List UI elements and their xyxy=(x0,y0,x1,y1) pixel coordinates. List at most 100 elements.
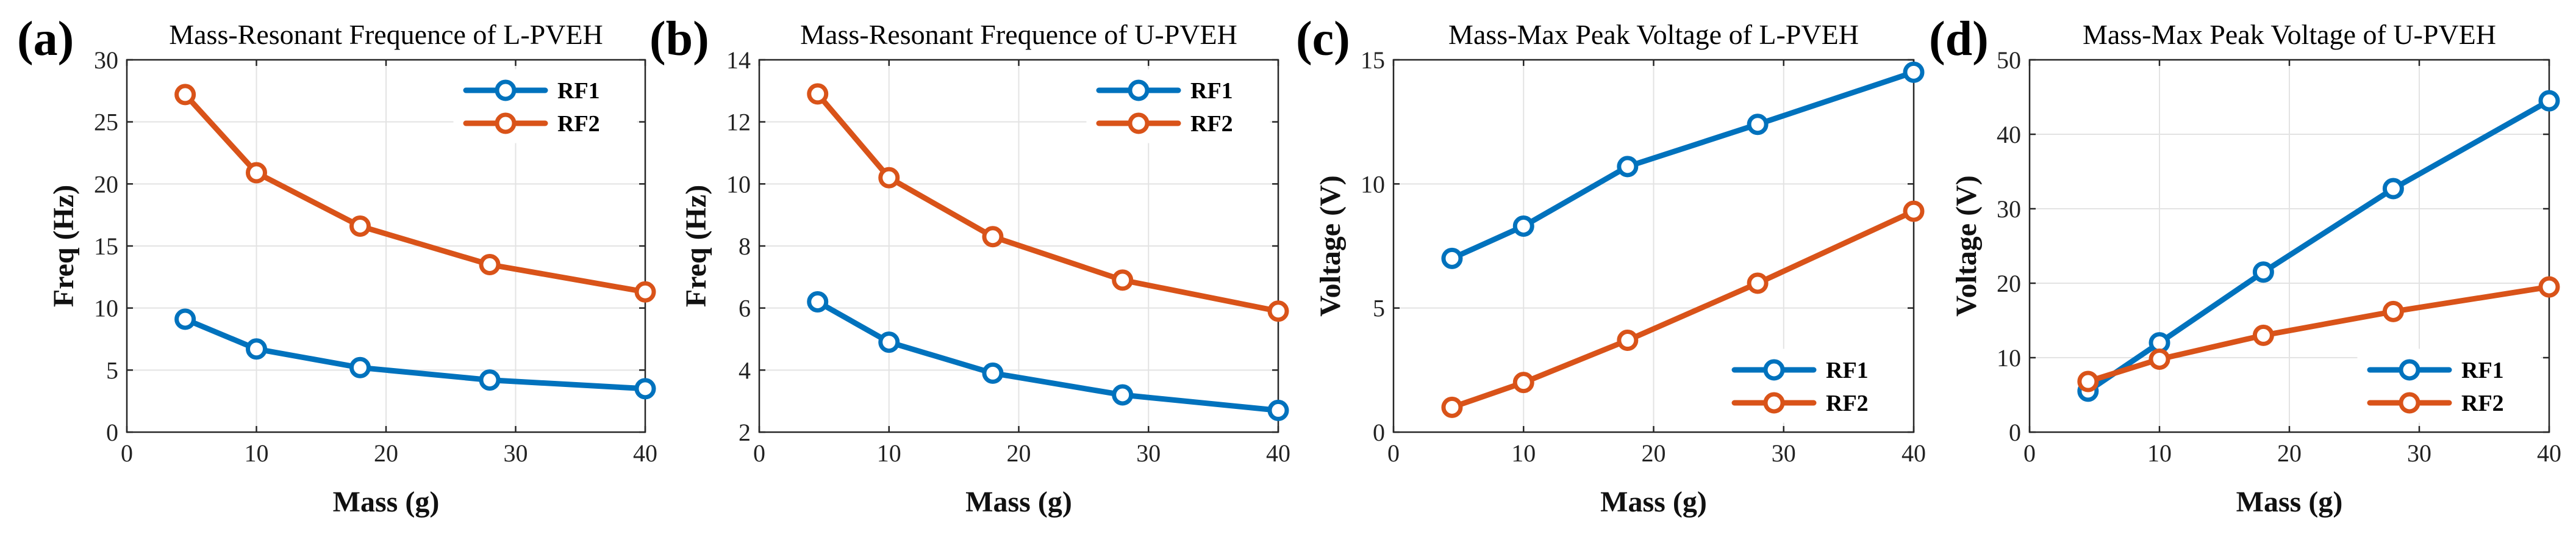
legend-background xyxy=(453,69,637,143)
y-axis-label: Voltage (V) xyxy=(1314,175,1347,317)
data-point-rf2 xyxy=(1747,272,1769,294)
data-point-rf2 xyxy=(349,215,371,237)
legend-label-rf1: RF1 xyxy=(2461,358,2504,383)
chart-title: Mass-Max Peak Voltage of L-PVEH xyxy=(1448,19,1859,50)
data-point-rf1 xyxy=(479,369,501,391)
data-point-rf1 xyxy=(246,338,267,360)
y-axis-label: Freq (Hz) xyxy=(680,185,712,307)
data-point-rf2 xyxy=(2077,370,2099,392)
panel-letter: (d) xyxy=(1929,12,1989,66)
data-point-rf1 xyxy=(2252,261,2274,283)
data-point-rf2 xyxy=(1267,300,1289,322)
chart-title: Mass-Max Peak Voltage of U-PVEH xyxy=(2083,19,2496,50)
y-tick-label: 10 xyxy=(1361,170,1385,198)
data-point-rf1 xyxy=(634,378,656,400)
legend-label-rf2: RF2 xyxy=(1190,111,1233,137)
x-tick-label: 30 xyxy=(1772,439,1796,467)
data-point-rf1 xyxy=(1512,215,1534,237)
data-point-rf2 xyxy=(634,281,656,303)
data-point-rf1 xyxy=(1441,247,1463,269)
x-tick-label: 20 xyxy=(2277,439,2302,467)
x-axis-label: Mass (g) xyxy=(1600,486,1707,518)
chart-panel-3: (c) Mass-Max Peak Voltage of L-PVEH 0 10 20 3… xyxy=(1296,12,1926,518)
data-point-rf2 xyxy=(1903,200,1925,222)
panel-letter: (a) xyxy=(17,12,74,66)
y-tick-label: 0 xyxy=(1373,419,1385,446)
data-point-rf2 xyxy=(2148,348,2170,370)
y-tick-label: 14 xyxy=(726,46,751,74)
y-axis-label: Freq (Hz) xyxy=(48,185,80,307)
y-tick-label: 15 xyxy=(94,233,118,260)
y-tick-label: 15 xyxy=(1361,46,1385,74)
x-tick-label: 10 xyxy=(877,439,901,467)
x-axis-label: Mass (g) xyxy=(2236,486,2343,518)
data-point-rf1 xyxy=(174,308,196,330)
chart-title: Mass-Resonant Frequence of L-PVEH xyxy=(169,19,603,50)
legend-label-rf1: RF1 xyxy=(1826,358,1869,383)
legend-background xyxy=(1722,349,1906,423)
legend-label-rf1: RF1 xyxy=(557,78,600,104)
y-tick-label: 12 xyxy=(726,109,751,136)
data-point-rf2 xyxy=(2538,276,2560,298)
chart-panel-2: (b) Mass-Resonant Frequence of U-PVEH 0 10 2… xyxy=(649,12,1290,518)
x-tick-label: 40 xyxy=(2537,439,2561,467)
x-axis-label: Mass (g) xyxy=(965,486,1072,518)
legend-marker-rf2 xyxy=(2399,392,2420,414)
x-tick-label: 30 xyxy=(1136,439,1161,467)
y-tick-label: 20 xyxy=(94,170,118,198)
y-tick-label: 4 xyxy=(739,356,751,384)
y-tick-label: 5 xyxy=(1373,295,1385,322)
data-point-rf2 xyxy=(982,226,1004,248)
data-point-rf1 xyxy=(1903,61,1925,83)
legend-label-rf1: RF1 xyxy=(1190,78,1233,104)
x-tick-label: 30 xyxy=(504,439,528,467)
y-tick-label: 10 xyxy=(1997,344,2021,372)
series-line-rf1 xyxy=(815,299,1281,413)
data-point-rf1 xyxy=(1267,399,1289,421)
y-tick-label: 0 xyxy=(106,419,118,446)
data-point-rf2 xyxy=(2252,324,2274,346)
y-tick-label: 20 xyxy=(1997,270,2021,297)
y-tick-label: 30 xyxy=(94,46,118,74)
data-point-rf2 xyxy=(246,162,267,184)
y-tick-label: 25 xyxy=(94,109,118,136)
legend-background xyxy=(1086,69,1270,143)
y-tick-label: 30 xyxy=(1997,195,2021,223)
x-axis-label: Mass (g) xyxy=(333,486,440,518)
y-tick-label: 50 xyxy=(1997,46,2021,74)
data-point-rf1 xyxy=(807,291,829,313)
data-point-rf2 xyxy=(174,84,196,106)
x-tick-label: 40 xyxy=(1266,439,1290,467)
data-point-rf2 xyxy=(878,167,900,189)
legend-marker-rf1 xyxy=(2399,359,2420,381)
y-tick-label: 5 xyxy=(106,356,118,384)
y-tick-label: 40 xyxy=(1997,121,2021,148)
y-axis-label: Voltage (V) xyxy=(1950,175,1983,317)
chart-panel-4: (d) Mass-Max Peak Voltage of U-PVEH 0 10 20 3… xyxy=(1929,12,2561,518)
y-tick-label: 6 xyxy=(739,295,751,322)
data-point-rf2 xyxy=(479,254,501,275)
data-point-rf1 xyxy=(982,362,1004,384)
data-point-rf2 xyxy=(1441,396,1463,418)
legend-marker-rf1 xyxy=(1128,79,1150,101)
legend-marker-rf2 xyxy=(495,112,517,134)
legend-label-rf2: RF2 xyxy=(557,111,600,137)
x-tick-label: 20 xyxy=(1007,439,1031,467)
x-tick-label: 10 xyxy=(245,439,269,467)
data-point-rf1 xyxy=(1747,114,1769,136)
data-point-rf2 xyxy=(2382,300,2404,322)
y-tick-label: 10 xyxy=(94,295,118,322)
x-tick-label: 0 xyxy=(121,439,133,467)
data-point-rf2 xyxy=(1617,330,1639,352)
x-tick-label: 30 xyxy=(2407,439,2431,467)
legend-marker-rf1 xyxy=(1763,359,1785,381)
data-point-rf2 xyxy=(1112,269,1134,291)
data-point-rf2 xyxy=(1512,372,1534,394)
data-point-rf1 xyxy=(349,356,371,378)
data-point-rf1 xyxy=(2382,178,2404,200)
